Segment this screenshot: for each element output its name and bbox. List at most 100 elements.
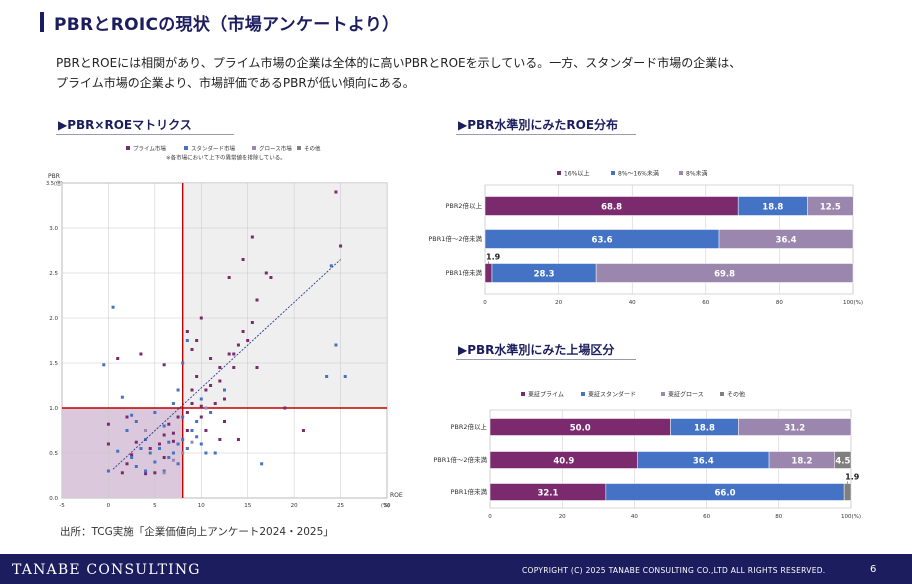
scatter-point — [162, 363, 166, 367]
x-tick-label: 5 — [153, 503, 157, 509]
quadrant-low-pbr-low-roe — [62, 408, 183, 498]
scatter-point — [185, 330, 189, 333]
bar-segment — [605, 483, 845, 501]
bar-segment — [718, 229, 854, 249]
data-label-outside: 1.9 — [845, 473, 860, 482]
scatter-point — [139, 447, 143, 450]
scatter-point — [134, 465, 138, 468]
scatter-point — [181, 451, 185, 455]
plot-area — [489, 409, 852, 509]
scatter-point — [325, 375, 329, 378]
scatter-point — [153, 471, 157, 475]
scatter-point — [125, 462, 129, 466]
scatter-point — [209, 384, 213, 387]
source-note: 出所：TCG実施「企業価値向上アンケート2024・2025」 — [60, 526, 334, 538]
bar-segment — [834, 451, 852, 469]
plot-area — [61, 182, 388, 499]
x-tick-label: 80 — [776, 300, 783, 306]
legend-swatch — [611, 171, 615, 175]
bar-segment — [489, 451, 638, 469]
page-title: PBRとROICの現状（市場アンケートより） — [54, 15, 400, 35]
scatter-point — [148, 451, 152, 455]
scatter-point — [176, 462, 180, 466]
scatter-point — [255, 366, 259, 369]
scatter-point — [264, 271, 268, 275]
scatter-point — [158, 447, 161, 450]
section-title-market-dist: ▶PBR水準別にみた上場区分 — [458, 343, 615, 357]
scatter-point — [223, 388, 226, 392]
x-tick-label: 20 — [555, 300, 562, 306]
legend-label: グロース市場 — [259, 145, 292, 153]
page-description: PBRとROEには相関があり、プライム市場の企業は全体的に高いPBRとROEを示… — [56, 53, 876, 93]
data-label: 28.3 — [534, 270, 555, 280]
scatter-point — [232, 366, 236, 369]
data-label: 18.2 — [791, 457, 812, 467]
scatter-point — [209, 357, 213, 360]
legend-label: 8%～16%未満 — [618, 170, 659, 178]
scatter-point — [125, 415, 129, 419]
scatter-point — [250, 321, 254, 324]
data-label: 12.5 — [820, 203, 841, 213]
x-tick-label: 30 — [384, 503, 391, 509]
scatter-point — [176, 442, 180, 446]
scatter-point — [144, 429, 148, 432]
scatter-point — [185, 429, 189, 432]
scatter-point — [106, 442, 110, 446]
scatter-point — [199, 442, 203, 446]
scatter-point — [218, 366, 222, 369]
scatter-point — [241, 330, 245, 333]
scatter-point — [116, 449, 120, 453]
scatter-point — [246, 339, 250, 342]
category-label: PBR2倍以上 — [450, 422, 487, 431]
x-tick-label: 25 — [337, 503, 344, 509]
description-line-2: プライム市場の企業より、市場評価であるPBRが低い傾向にある。 — [56, 76, 415, 90]
legend-label: その他 — [304, 145, 321, 153]
scatter-point — [232, 352, 236, 356]
category-label: PBR1倍～2倍未満 — [428, 234, 482, 243]
legend-swatch — [661, 392, 665, 396]
scatter-point — [125, 429, 129, 432]
scatter-point — [171, 431, 175, 435]
bar-segment — [737, 196, 808, 216]
scatter-point — [199, 316, 203, 320]
scatter-point — [199, 415, 203, 419]
scatter-point — [223, 420, 226, 423]
scatter-point — [158, 442, 161, 446]
chart-note: ※各市場において上下の異常値を排除している。 — [166, 154, 286, 162]
legend-label: 8%未満 — [686, 170, 708, 178]
scatter-point — [334, 343, 338, 347]
y-tick-label: 2.5 — [49, 271, 58, 277]
y-tick-label: 2.0 — [49, 316, 58, 322]
data-label: 36.4 — [693, 457, 714, 467]
scatter-point — [236, 438, 240, 441]
x-tick-label: 0 — [483, 300, 487, 306]
section-underline-market-dist — [456, 359, 636, 360]
legend-swatch — [184, 146, 188, 150]
scatter-point — [171, 439, 175, 443]
x-tick-label: 0 — [488, 514, 492, 520]
scatter-point — [167, 440, 171, 444]
scatter-point — [227, 352, 231, 356]
description-line-1: PBRとROEには相関があり、プライム市場の企業は全体的に高いPBRとROEを示… — [56, 56, 742, 70]
bar-segment — [484, 263, 493, 283]
scatter-point — [162, 433, 166, 437]
section-title-roe-dist: ▶PBR水準別にみたROE分布 — [458, 118, 619, 132]
scatter-point — [241, 258, 245, 261]
category-label: PBR1倍未満 — [445, 268, 482, 277]
category-label: PBR1倍～2倍未満 — [433, 455, 487, 464]
scatter-point — [162, 456, 166, 459]
scatter-point — [255, 298, 259, 302]
x-tick-label: 100(%) — [841, 514, 861, 520]
legend-swatch — [521, 392, 525, 396]
data-label: 18.8 — [694, 424, 715, 434]
scatter-point — [339, 244, 343, 248]
scatter-point — [190, 348, 194, 351]
scatter-point — [111, 305, 115, 309]
scatter-point — [343, 375, 347, 378]
data-label: 32.1 — [537, 489, 558, 499]
data-label: 63.6 — [592, 236, 613, 246]
scatter-point — [130, 413, 134, 417]
legend-label: 東証グロース — [668, 391, 704, 399]
scatter-point — [269, 276, 273, 279]
scatter-point — [190, 402, 194, 405]
